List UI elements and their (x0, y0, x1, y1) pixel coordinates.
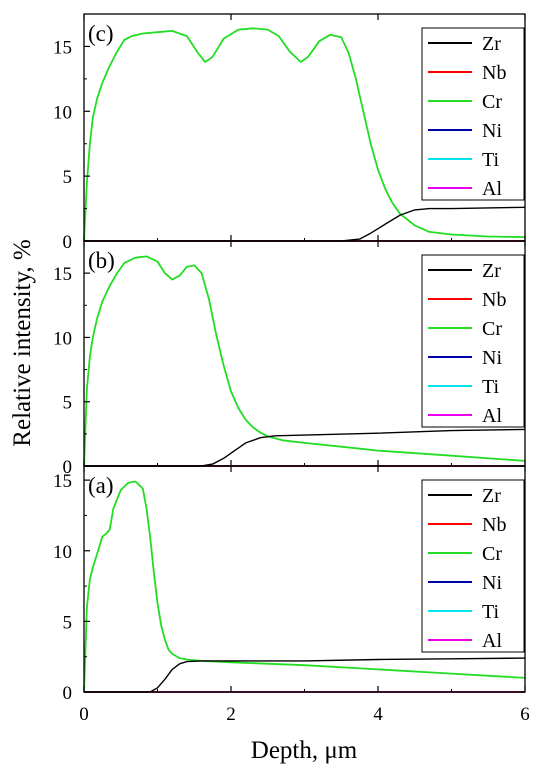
y-tick-label: 15 (53, 37, 72, 58)
legend-label-ni: Ni (482, 120, 502, 142)
y-tick-label: 10 (53, 328, 72, 349)
legend-box (421, 254, 525, 428)
series-line-zr (84, 657, 526, 693)
y-axis-label: Relative intensity, % (9, 239, 36, 446)
y-tick-label: 15 (53, 264, 72, 285)
legend-label-al: Al (482, 178, 502, 200)
legend-box (421, 479, 525, 653)
series-line-cr (83, 27, 526, 242)
legend-label-cr: Cr (482, 543, 502, 565)
panel-label: (c) (88, 21, 114, 46)
panel-label: (a) (88, 473, 114, 498)
legend-label-ti: Ti (482, 601, 500, 623)
legend-label-ni: Ni (482, 347, 502, 369)
panel-1: 0 5 10 15 (b) Zr Nb Cr Ni Ti Al (53, 240, 526, 478)
legend-label-al: Al (482, 405, 502, 427)
y-tick-label: 0 (63, 683, 73, 704)
y-tick-label: 0 (63, 232, 73, 253)
x-tick-label: 0 (79, 704, 89, 725)
y-tick-label: 15 (53, 471, 72, 492)
legend-label-ti: Ti (482, 149, 500, 171)
legend-label-cr: Cr (482, 91, 502, 113)
y-tick-label: 5 (63, 612, 73, 633)
legend-label-ni: Ni (482, 572, 502, 594)
legend-label-nb: Nb (482, 289, 506, 311)
series-line-zr (84, 428, 526, 467)
legend-label-zr: Zr (482, 260, 501, 282)
legend-label-al: Al (482, 630, 502, 652)
legend-label-zr: Zr (482, 485, 501, 507)
legend-label-zr: Zr (482, 33, 501, 55)
legend-label-cr: Cr (482, 318, 502, 340)
legend-label-nb: Nb (482, 62, 506, 84)
y-tick-label: 5 (63, 167, 73, 188)
x-axis-label: Depth, μm (251, 737, 358, 764)
y-tick-label: 5 (63, 393, 73, 414)
legend-box (421, 27, 525, 201)
series-line-cr (83, 255, 526, 467)
y-tick-label: 10 (53, 542, 72, 563)
legend-label-ti: Ti (482, 376, 500, 398)
panel-label: (b) (88, 248, 115, 273)
x-tick-label: 4 (373, 704, 383, 725)
series-line-zr (84, 206, 526, 242)
y-tick-label: 10 (53, 102, 72, 123)
x-tick-label: 6 (520, 704, 530, 725)
panel-2: 0 5 10 15 0 2 4 6 (a) Zr Nb Cr Ni Ti Al (53, 465, 530, 725)
panel-0: 0 5 10 15 (c) Zr Nb Cr Ni Ti Al (53, 13, 526, 253)
x-tick-label: 2 (226, 704, 236, 725)
y-tick-label: 0 (63, 457, 73, 478)
legend-label-nb: Nb (482, 514, 506, 536)
